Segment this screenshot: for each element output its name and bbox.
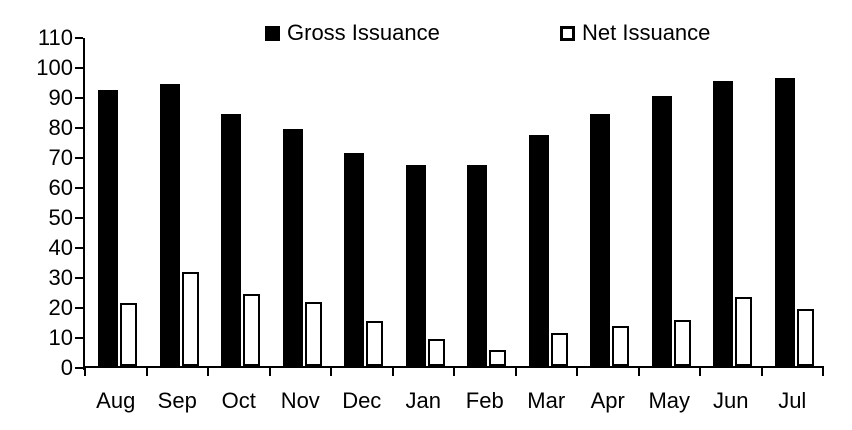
legend-label-net: Net Issuance — [582, 20, 711, 45]
y-axis-tick-label: 40 — [48, 235, 73, 260]
legend-item-net: Net Issuance — [560, 20, 710, 46]
gross-issuance-bar — [221, 114, 241, 366]
x-axis-tick — [576, 368, 578, 376]
x-axis-tick — [391, 368, 394, 376]
y-axis-tick — [75, 277, 83, 279]
net-issuance-bar — [243, 294, 260, 366]
net-issuance-bar — [304, 301, 322, 366]
y-axis-tick-label: 100 — [36, 55, 73, 80]
x-axis-category-label: Mar — [527, 388, 566, 413]
x-axis-tick — [207, 368, 209, 376]
y-axis-tick-label: 60 — [48, 175, 73, 200]
gross-issuance-bar — [713, 81, 733, 366]
gross-issuance-bar — [528, 135, 549, 366]
x-axis-line — [83, 366, 824, 368]
y-axis-tick — [75, 187, 83, 189]
net-issuance-bar — [796, 309, 814, 366]
y-axis-tick — [75, 217, 83, 219]
legend-item-gross: Gross Issuance — [265, 20, 440, 46]
y-axis-tick-label: 50 — [48, 205, 73, 230]
y-axis-tick — [75, 367, 83, 369]
net-issuance-bar — [427, 339, 445, 366]
x-axis-tick — [760, 368, 763, 376]
x-axis-tick — [453, 368, 455, 376]
x-axis-tick — [699, 368, 701, 376]
x-axis-category-label: Jan — [405, 388, 441, 413]
gross-issuance-bar — [467, 165, 487, 366]
x-axis-tick — [822, 368, 824, 376]
gross-issuance-bar — [344, 153, 364, 366]
net-issuance-bar — [673, 319, 691, 366]
y-axis-tick-label: 10 — [48, 325, 73, 350]
net-issuance-bar — [366, 321, 383, 366]
net-issuance-swatch-icon — [560, 25, 575, 41]
x-axis-category-label: Oct — [221, 388, 256, 413]
legend-label-gross: Gross Issuance — [287, 20, 440, 45]
net-issuance-bar — [120, 303, 137, 366]
gross-issuance-swatch-icon — [265, 25, 280, 41]
y-axis-tick-label: 30 — [48, 265, 73, 290]
x-axis-tick — [145, 368, 148, 376]
net-issuance-bar — [181, 271, 199, 366]
x-axis-category-label: Jul — [778, 388, 807, 413]
y-axis-tick — [75, 127, 83, 129]
x-axis-tick — [268, 368, 271, 376]
x-axis-tick — [637, 368, 640, 376]
net-issuance-bar — [550, 333, 568, 366]
y-axis-tick-label: 0 — [60, 355, 73, 380]
gross-issuance-bar — [98, 90, 118, 366]
net-issuance-bar — [489, 349, 506, 366]
y-axis-tick-label: 90 — [48, 85, 73, 110]
y-axis-tick-label: 110 — [37, 25, 73, 50]
x-axis-category-label: Jun — [713, 388, 749, 413]
y-axis-tick — [75, 247, 83, 249]
x-axis-category-label: May — [648, 388, 691, 413]
y-axis-tick — [75, 67, 83, 69]
x-axis-tick — [330, 368, 332, 376]
y-axis-line — [83, 38, 85, 370]
y-axis-tick-label: 20 — [48, 295, 73, 320]
x-axis-category-label: Sep — [157, 388, 197, 413]
gross-issuance-bar — [590, 114, 610, 366]
gross-issuance-bar — [651, 96, 672, 366]
x-axis-tick — [514, 368, 517, 376]
y-axis-tick — [75, 337, 83, 339]
y-axis-tick — [75, 157, 83, 159]
x-axis-tick — [84, 368, 86, 376]
y-axis-tick-label: 70 — [48, 145, 73, 170]
gross-issuance-bar — [159, 84, 180, 366]
y-axis-tick — [75, 97, 83, 99]
y-axis-tick — [75, 37, 83, 39]
x-axis-category-label: Aug — [96, 388, 136, 413]
x-axis-category-label: Apr — [590, 388, 625, 413]
net-issuance-bar — [612, 325, 629, 366]
y-axis-tick-label: 80 — [48, 115, 73, 140]
x-axis-category-label: Feb — [465, 388, 504, 413]
gross-issuance-bar — [282, 129, 303, 366]
x-axis-category-label: Nov — [280, 388, 320, 413]
gross-issuance-bar — [405, 165, 426, 366]
net-issuance-bar — [735, 297, 752, 366]
gross-issuance-bar — [774, 78, 795, 366]
x-axis-category-label: Dec — [342, 388, 382, 413]
y-axis-tick — [75, 307, 83, 309]
